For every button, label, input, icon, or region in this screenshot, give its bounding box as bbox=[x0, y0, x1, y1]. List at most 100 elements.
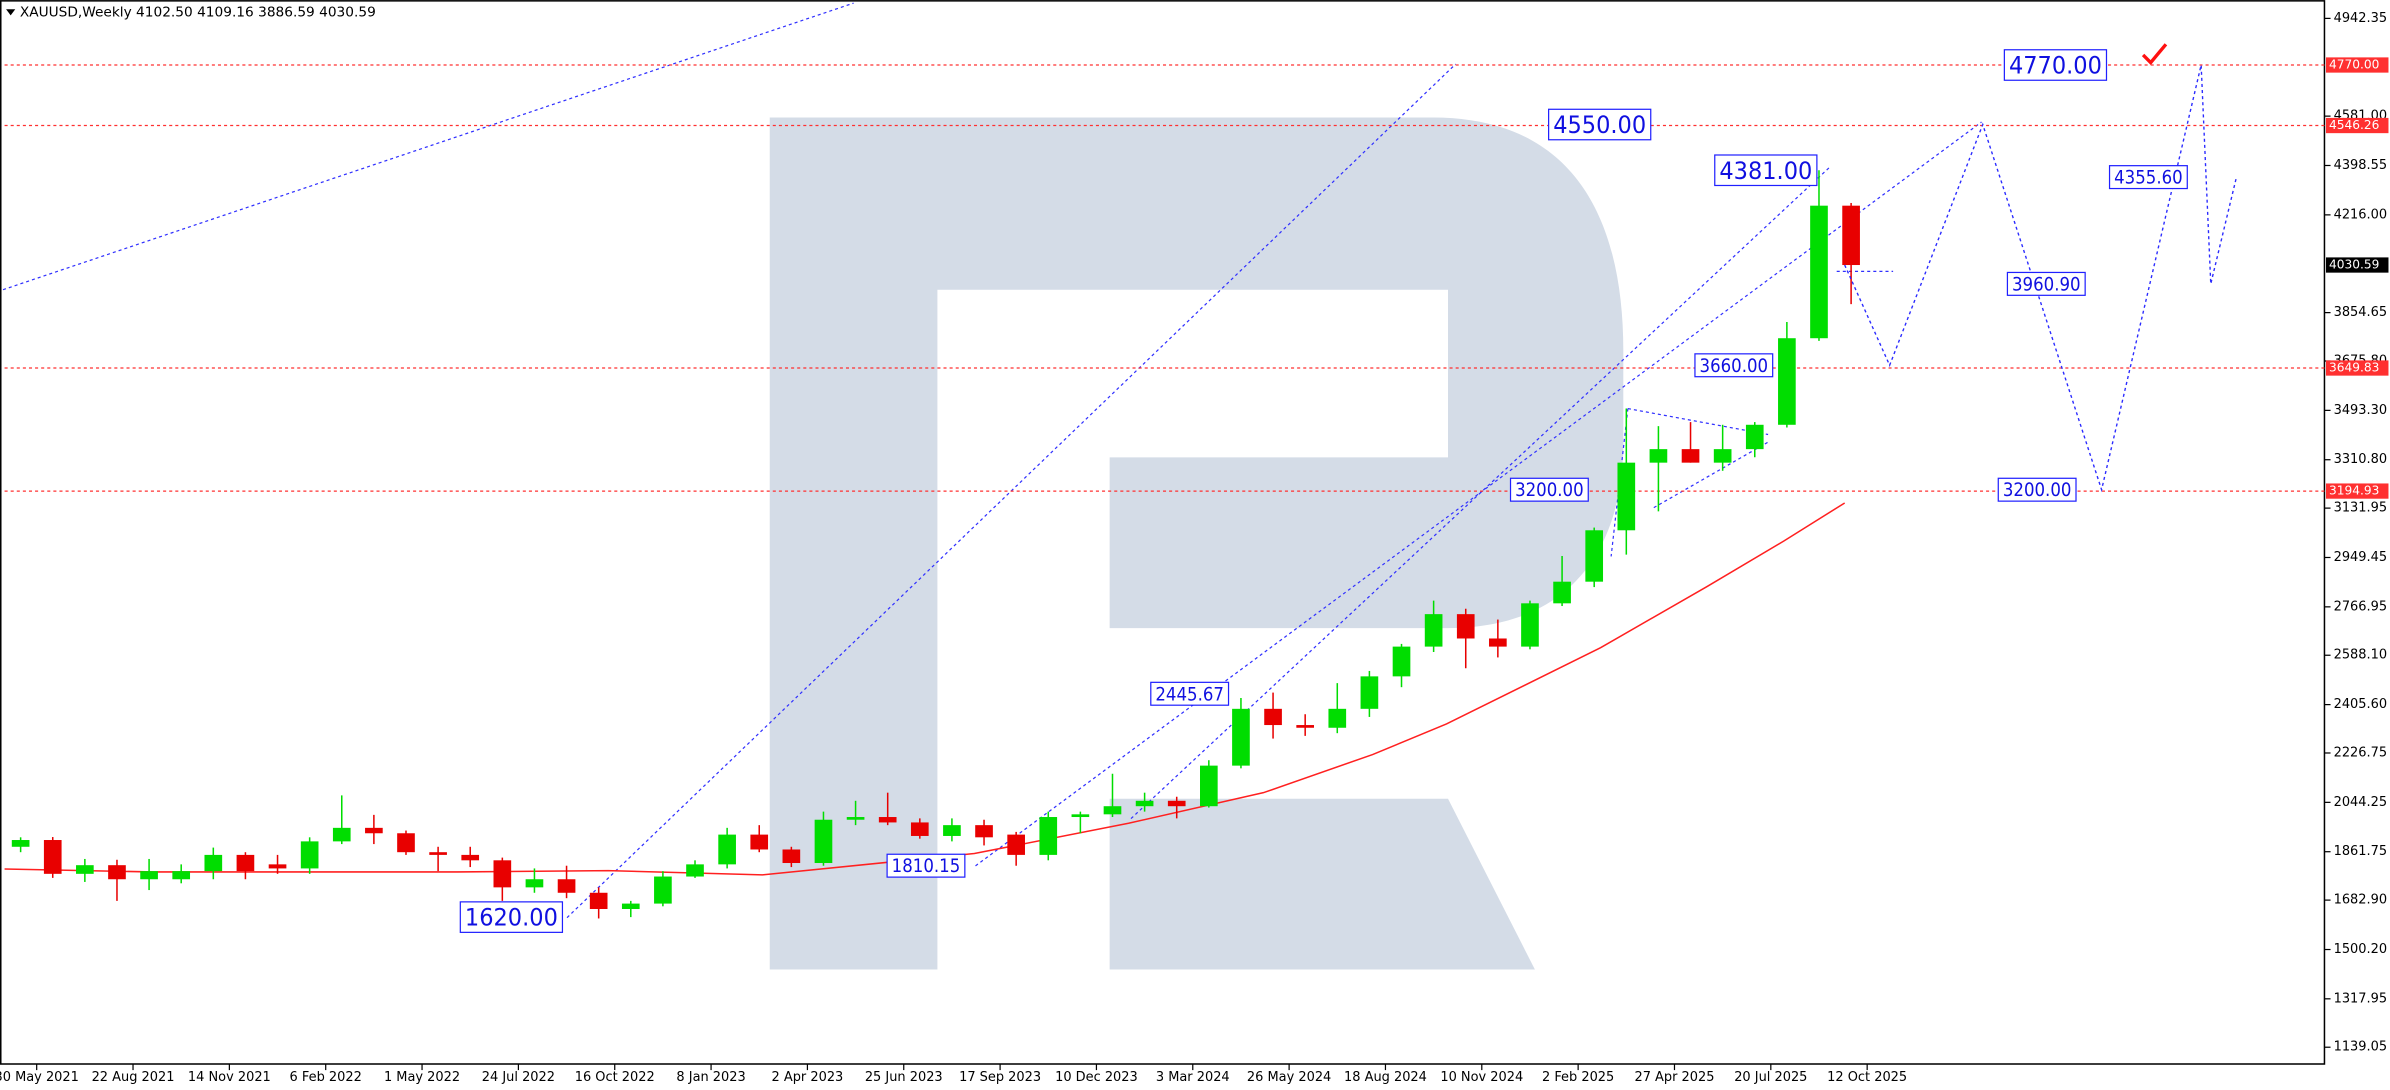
annotation-label: 4355.60 bbox=[2114, 168, 2183, 189]
candle-body bbox=[1521, 603, 1539, 647]
candle-body bbox=[1039, 817, 1058, 855]
y-tick-label: 3854.65 bbox=[2334, 305, 2388, 320]
y-tick-label: 3493.30 bbox=[2334, 403, 2388, 418]
watermark-r-body bbox=[769, 117, 1624, 970]
candle-body bbox=[1103, 806, 1122, 815]
candle-body bbox=[589, 892, 608, 909]
price-tag-label: 3649.83 bbox=[2329, 361, 2379, 375]
x-tick-label: 22 Aug 2021 bbox=[92, 1070, 175, 1085]
x-tick-label: 16 Oct 2022 bbox=[575, 1070, 655, 1085]
y-tick-label: 1682.90 bbox=[2334, 893, 2388, 908]
price-tag-label: 4546.26 bbox=[2329, 118, 2379, 132]
annotation-box bbox=[1714, 154, 1818, 187]
price-tag bbox=[2325, 117, 2389, 134]
candle-body bbox=[268, 864, 287, 869]
x-tick-label: 10 Nov 2024 bbox=[1440, 1070, 1523, 1085]
candle-body bbox=[461, 854, 480, 861]
y-tick-label: 2766.95 bbox=[2334, 599, 2388, 614]
x-tick-label: 8 Jan 2023 bbox=[676, 1070, 745, 1085]
candle-body bbox=[1232, 708, 1250, 766]
annotation-label: 1810.15 bbox=[892, 856, 961, 877]
plot-frame bbox=[0, 0, 2326, 1065]
annotation-label: 4770.00 bbox=[2009, 51, 2102, 80]
header-icon bbox=[6, 9, 16, 16]
price-tag bbox=[2325, 57, 2389, 73]
watermark bbox=[769, 117, 1624, 970]
annotation-label: 2445.67 bbox=[1155, 684, 1224, 705]
y-tick-label: 1861.75 bbox=[2334, 844, 2388, 859]
trend-line bbox=[1627, 407, 1769, 436]
candle-body bbox=[11, 840, 30, 847]
candle-body bbox=[236, 854, 255, 872]
candle-body bbox=[365, 827, 383, 834]
y-tick-label: 2405.60 bbox=[2334, 697, 2388, 712]
candle-body bbox=[1681, 449, 1700, 463]
candle-body bbox=[397, 833, 415, 853]
candle-body bbox=[782, 849, 801, 864]
candle-body bbox=[140, 871, 158, 880]
x-tick-label: 27 Apr 2025 bbox=[1634, 1070, 1714, 1085]
y-tick-label: 4398.55 bbox=[2334, 158, 2388, 173]
candle-body bbox=[332, 827, 351, 842]
annotation-box bbox=[2003, 49, 2108, 81]
header: XAUUSD,Weekly 4102.50 4109.16 3886.59 40… bbox=[20, 4, 376, 20]
y-tick-label: 2044.25 bbox=[2334, 795, 2388, 810]
candle-body bbox=[654, 876, 672, 904]
trend-line bbox=[1653, 441, 1769, 509]
annotation-label: 1620.00 bbox=[465, 903, 558, 932]
candle-body bbox=[1007, 834, 1025, 855]
candle-body bbox=[1810, 205, 1828, 339]
x-tick-label: 25 Jun 2023 bbox=[865, 1070, 943, 1085]
candle-body bbox=[557, 879, 576, 893]
x-tick-label: 30 May 2021 bbox=[0, 1070, 79, 1085]
annotation-box bbox=[1997, 477, 2077, 502]
candle-body bbox=[204, 854, 223, 872]
candle-body bbox=[43, 840, 62, 874]
candle-body bbox=[172, 871, 191, 880]
watermark-r-leg bbox=[1109, 798, 1535, 970]
price-tag-label: 3194.93 bbox=[2329, 484, 2379, 498]
price-tag bbox=[2325, 483, 2389, 499]
check-mark bbox=[2141, 43, 2168, 66]
candle-body bbox=[1328, 708, 1347, 728]
candle-body bbox=[493, 860, 512, 888]
candle-body bbox=[1392, 646, 1411, 677]
y-tick-label: 4216.00 bbox=[2334, 207, 2388, 222]
x-tick-label: 2 Feb 2025 bbox=[1542, 1070, 1614, 1085]
candle-body bbox=[1456, 614, 1475, 639]
candle-body bbox=[878, 817, 897, 823]
candle-body bbox=[1167, 800, 1186, 807]
candle-body bbox=[1296, 725, 1315, 728]
candle-body bbox=[846, 817, 865, 820]
annotation-label: 3960.90 bbox=[2012, 274, 2081, 295]
candle-body bbox=[1424, 614, 1443, 647]
candle-body bbox=[975, 825, 993, 838]
candle-body bbox=[300, 841, 319, 869]
price-tag-label: 4770.00 bbox=[2329, 58, 2379, 72]
candle-body bbox=[1135, 800, 1154, 807]
candle-body bbox=[1713, 449, 1732, 463]
y-tick-label: 3131.95 bbox=[2334, 501, 2388, 516]
annotation-label: 4381.00 bbox=[1719, 156, 1812, 185]
y-tick-label: 2588.10 bbox=[2334, 648, 2388, 663]
current-price-label: 4030.59 bbox=[2329, 258, 2379, 272]
candle-body bbox=[429, 852, 447, 855]
annotation-box bbox=[886, 853, 966, 878]
candle-body bbox=[943, 825, 961, 836]
y-tick-label: 1317.95 bbox=[2334, 991, 2388, 1006]
candle-body bbox=[525, 879, 544, 888]
price-tag bbox=[2325, 360, 2389, 376]
candle-body bbox=[814, 819, 833, 864]
candle-body bbox=[750, 834, 769, 850]
x-tick-label: 1 May 2022 bbox=[384, 1070, 460, 1085]
annotation-label: 3200.00 bbox=[1515, 480, 1584, 501]
annotation-box bbox=[1509, 477, 1589, 502]
annotation-label: 3660.00 bbox=[1700, 356, 1769, 377]
x-tick-label: 24 Jul 2022 bbox=[482, 1070, 555, 1085]
x-tick-label: 10 Dec 2023 bbox=[1055, 1070, 1138, 1085]
x-tick-label: 6 Feb 2022 bbox=[290, 1070, 362, 1085]
x-tick-label: 2 Apr 2023 bbox=[772, 1070, 844, 1085]
annotation-box bbox=[1548, 108, 1652, 141]
candle-body bbox=[1649, 449, 1668, 463]
annotation-box bbox=[1694, 353, 1774, 378]
